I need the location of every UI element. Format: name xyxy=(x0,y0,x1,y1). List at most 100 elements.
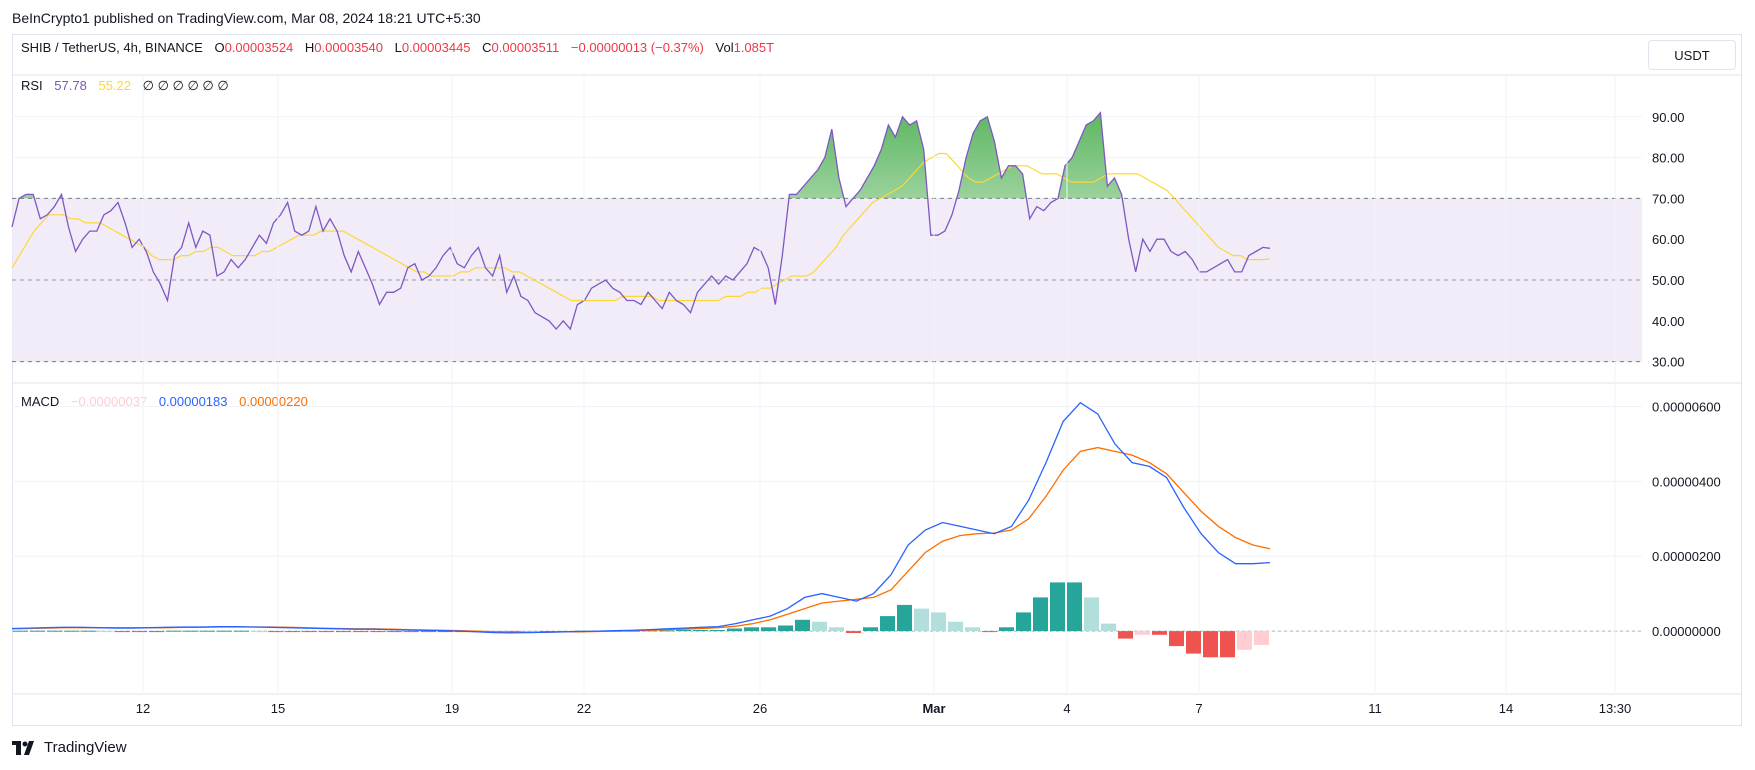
macd-histogram-bar xyxy=(744,627,759,631)
macd-histogram-bar xyxy=(438,631,453,633)
macd-legend-name: MACD xyxy=(21,394,60,409)
macd-tick-label: 0.00000000 xyxy=(1652,624,1721,639)
macd-histogram-bar xyxy=(1152,631,1167,635)
x-tick-label: 11 xyxy=(1368,701,1382,716)
macd-histogram-bar xyxy=(404,631,419,633)
macd-histogram-bar xyxy=(183,630,198,632)
rsi-legend-name: RSI xyxy=(21,78,43,93)
low-label: L xyxy=(394,40,402,55)
macd-histogram-bar xyxy=(1237,631,1252,650)
macd-legend[interactable]: MACD −0.00000037 0.00000183 0.00000220 xyxy=(21,394,316,409)
macd-histogram-bar xyxy=(132,631,147,633)
symbol-legend: SHIB / TetherUS, 4h, BINANCE O0.00003524… xyxy=(21,40,782,55)
macd-tick-label: 0.00000200 xyxy=(1652,549,1721,564)
macd-histogram-bar xyxy=(761,627,776,631)
macd-legend-hist: −0.00000037 xyxy=(70,394,148,409)
x-tick-label: 22 xyxy=(577,701,591,716)
rsi-legend[interactable]: RSI 57.78 55.22 ∅ ∅ ∅ ∅ ∅ ∅ xyxy=(21,78,237,94)
x-tick-label: Mar xyxy=(922,701,945,716)
macd-histogram-bar xyxy=(13,630,28,632)
rsi-tick-label: 40.00 xyxy=(1652,314,1685,329)
tradingview-logo[interactable]: TradingView xyxy=(12,739,127,756)
macd-histogram-bar xyxy=(149,631,164,633)
x-tick-label: 12 xyxy=(136,701,150,716)
macd-histogram-bar xyxy=(1101,623,1116,632)
macd-histogram-bar xyxy=(897,604,912,632)
macd-legend-signal: 0.00000220 xyxy=(239,394,308,409)
macd-histogram-bar xyxy=(999,627,1014,631)
macd-histogram-bar xyxy=(302,631,317,633)
macd-tick-label: 0.00000400 xyxy=(1652,474,1721,489)
publisher-line: BeInCrypto1 published on TradingView.com… xyxy=(12,10,481,26)
macd-histogram-bar xyxy=(693,630,708,632)
macd-histogram-bar xyxy=(285,631,300,633)
tradingview-brand: TradingView xyxy=(44,739,127,756)
open-label: O xyxy=(214,40,225,55)
rsi-tick-label: 80.00 xyxy=(1652,151,1685,166)
macd-histogram-bar xyxy=(1169,631,1184,647)
macd-histogram-bar xyxy=(1067,582,1082,632)
rsi-tick-label: 60.00 xyxy=(1652,232,1685,247)
macd-histogram-bar xyxy=(931,612,946,632)
close-label: C xyxy=(482,40,492,55)
macd-histogram-bar xyxy=(829,627,844,631)
macd-histogram-bar xyxy=(778,625,793,632)
chart-frame[interactable] xyxy=(12,34,1742,726)
macd-histogram-bar xyxy=(387,631,402,633)
macd-histogram-bar xyxy=(846,631,861,633)
x-tick-label: 14 xyxy=(1499,701,1513,716)
macd-histogram-bar xyxy=(863,627,878,631)
rsi-legend-ma: 55.22 xyxy=(98,78,132,93)
symbol-name[interactable]: SHIB / TetherUS, 4h, BINANCE xyxy=(21,40,203,55)
macd-histogram-bar xyxy=(948,621,963,632)
quote-currency-button[interactable]: USDT xyxy=(1648,40,1736,70)
macd-histogram-bar xyxy=(965,627,980,631)
macd-histogram-bar xyxy=(1220,631,1235,658)
macd-histogram-bar xyxy=(166,630,181,632)
macd-histogram-bar xyxy=(1033,597,1048,632)
macd-histogram-bar xyxy=(914,608,929,632)
x-tick-label: 15 xyxy=(271,701,285,716)
macd-histogram-bar xyxy=(727,628,742,632)
macd-histogram-bar xyxy=(795,619,810,631)
change-value: −0.00000013 (−0.37%) xyxy=(570,40,704,55)
macd-histogram-bar xyxy=(234,630,249,632)
macd-histogram-bar xyxy=(98,631,113,633)
macd-histogram-bar xyxy=(217,630,232,632)
macd-tick-label: 0.00000600 xyxy=(1652,399,1721,414)
close-value: 0.00003511 xyxy=(491,40,560,55)
tradingview-logo-icon xyxy=(12,740,34,755)
macd-histogram-bar xyxy=(1186,631,1201,654)
macd-histogram-bar xyxy=(200,630,215,632)
macd-histogram-bar xyxy=(659,630,674,632)
macd-histogram-bar xyxy=(319,631,334,633)
x-tick-label: 13:30 xyxy=(1599,701,1632,716)
macd-histogram-bar xyxy=(710,630,725,632)
rsi-legend-value: 57.78 xyxy=(54,78,87,93)
rsi-tick-label: 90.00 xyxy=(1652,110,1685,125)
macd-histogram-bar xyxy=(1254,631,1269,645)
rsi-tick-label: 70.00 xyxy=(1652,191,1685,206)
macd-histogram-bar xyxy=(353,631,368,633)
macd-legend-macd: 0.00000183 xyxy=(158,394,228,409)
x-tick-label: 19 xyxy=(445,701,459,716)
volume-label: Vol xyxy=(715,40,734,55)
macd-histogram-bar xyxy=(1135,631,1150,635)
high-label: H xyxy=(304,40,315,55)
macd-histogram-bar xyxy=(1203,631,1218,658)
rsi-tick-label: 50.00 xyxy=(1652,273,1685,288)
volume-value: 1.085T xyxy=(733,40,775,55)
macd-histogram-bar xyxy=(370,631,385,633)
macd-histogram-bar xyxy=(421,631,436,633)
macd-histogram-bar xyxy=(1118,631,1133,639)
low-value: 0.00003445 xyxy=(401,40,471,55)
macd-histogram-bar xyxy=(1016,612,1031,632)
rsi-ma-line xyxy=(11,152,1271,302)
rsi-band-fill xyxy=(12,198,1642,362)
rsi-legend-extras: ∅ ∅ ∅ ∅ ∅ ∅ xyxy=(142,78,229,93)
macd-histogram-bar xyxy=(1050,582,1065,632)
rsi-tick-label: 30.00 xyxy=(1652,355,1685,370)
x-tick-label: 26 xyxy=(753,701,767,716)
macd-histogram-bar xyxy=(1084,597,1099,632)
